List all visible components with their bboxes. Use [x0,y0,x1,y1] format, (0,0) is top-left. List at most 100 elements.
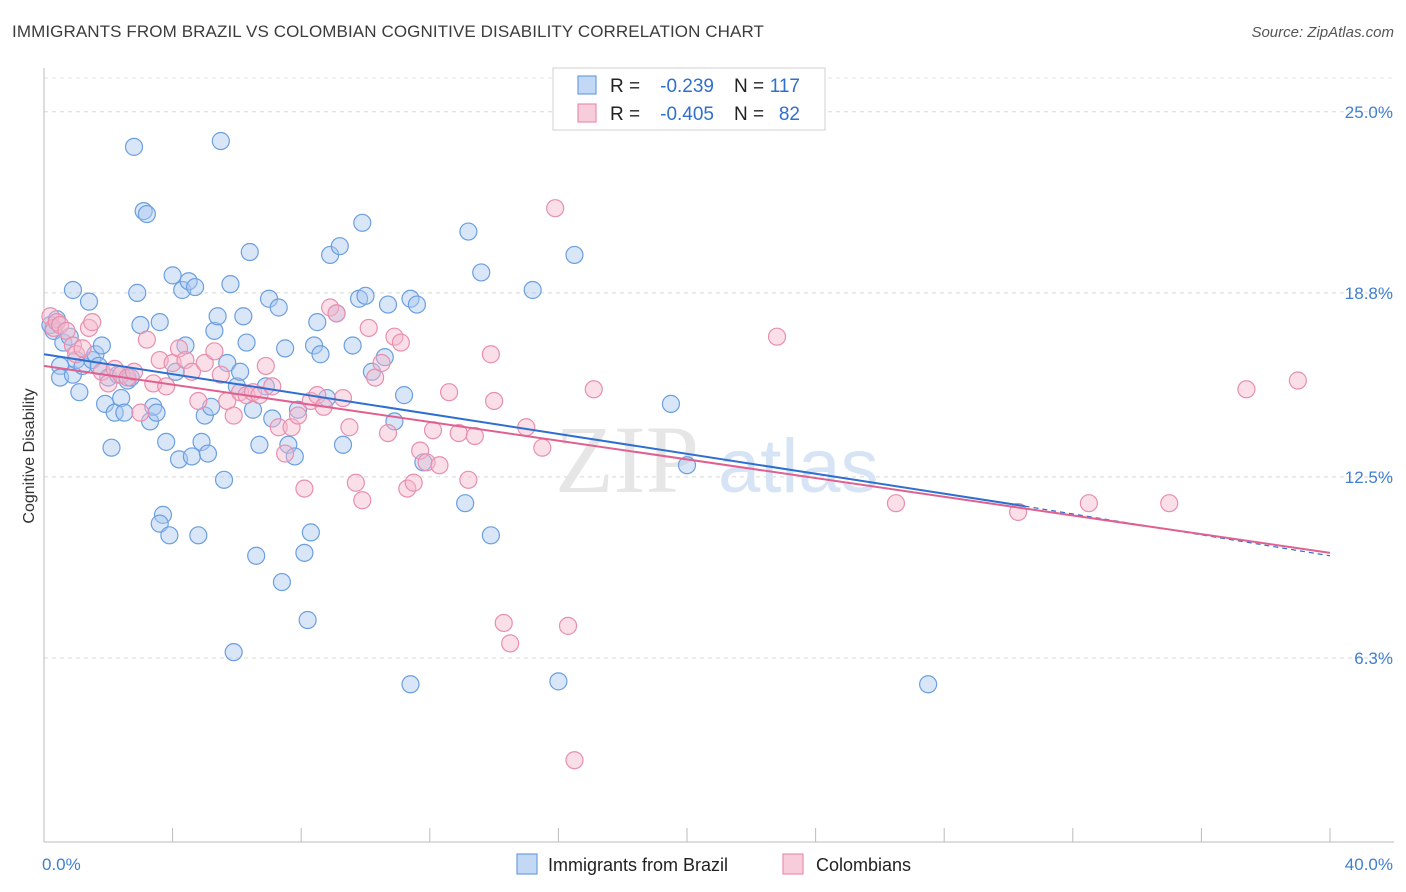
data-point [372,353,391,373]
data-point [115,403,134,422]
data-point [192,432,211,451]
data-point [501,634,520,653]
data-point [1079,494,1098,513]
data-point [157,432,176,451]
data-point [1237,380,1256,399]
data-point [150,313,169,332]
data-point [288,400,308,419]
data-point [456,494,475,513]
data-point [359,318,378,338]
data-point [131,403,150,422]
data-point [394,386,414,405]
data-point [295,479,314,498]
data-point [295,543,314,562]
stats-legend: R = -0.239 N = 117 R = -0.405 N = 82 [552,67,826,131]
data-point [157,377,176,396]
data-point [186,277,205,297]
trend-line-brazil [43,353,1025,508]
data-point [176,350,195,370]
data-point [205,342,224,361]
data-point [404,473,423,492]
trend-lines [43,353,1331,557]
data-point [70,383,89,402]
series-legend-label: Immigrants from Brazil [548,855,728,875]
watermark: ZIP atlas [555,406,879,513]
data-point [263,377,282,396]
data-point [182,447,201,466]
data-point [391,333,410,352]
data-point [112,388,131,408]
data-point [549,672,568,691]
data-point [256,356,275,376]
y-tick-label: 18.8% [1345,284,1393,303]
y-tick-label: 25.0% [1345,103,1393,122]
legend-r-label: R = [610,76,640,97]
y-axis-label: Cognitive Disability [21,388,38,523]
data-point [198,444,218,463]
data-point [494,613,513,633]
data-point [237,333,256,352]
data-point [378,423,398,443]
data-point [137,204,156,224]
data-point [886,494,906,513]
data-point [169,339,189,358]
data-point [247,546,266,565]
data-point [79,292,99,311]
data-point [128,283,147,302]
data-point [73,339,92,358]
data-point [401,675,420,694]
legend-box [552,67,826,131]
data-point [407,295,427,314]
data-point [565,751,584,770]
data-point [250,435,269,454]
legend-swatch [577,75,597,95]
data-point [333,388,353,408]
data-point [353,491,372,510]
data-point [308,313,327,332]
data-point [375,348,394,367]
data-point [353,213,372,232]
data-point [276,339,295,358]
data-point [378,295,398,314]
data-point [163,266,182,285]
data-point [330,237,349,256]
data-point [343,336,362,355]
legend-n-label: N = [734,104,764,125]
data-point [533,438,552,457]
data-point [333,435,353,454]
legend-n-label: N = [734,76,764,97]
x-tick-label: 40.0% [1345,855,1393,874]
data-point [1288,371,1307,390]
series-legend: Immigrants from Brazil Colombians [516,853,911,875]
data-point [240,242,259,262]
axes: 25.0% 18.8% 12.5% 6.3% 0.0% 40.0% Cognitive Di… [21,68,1394,874]
watermark-zip: ZIP [555,406,699,513]
data-point [465,426,484,446]
data-point [221,275,240,294]
data-point [546,199,565,218]
data-point [150,514,169,533]
legend-r-value: -0.405 [660,104,714,125]
data-point [1160,494,1179,513]
data-point [272,572,292,592]
scatter-points [41,131,1307,770]
data-point [218,353,237,373]
data-point [205,321,224,340]
series-legend-swatch [516,853,538,875]
series-legend-swatch [782,853,804,875]
data-point [211,131,230,151]
data-point [565,245,584,265]
data-point [430,456,449,475]
x-tick-label: 0.0% [42,855,81,874]
data-point [459,222,478,241]
legend-n-value: 117 [770,76,800,97]
data-point [439,383,459,402]
data-point [189,526,208,545]
legend-r-value: -0.239 [660,76,714,97]
data-point [661,394,681,413]
data-point [124,137,144,156]
data-point [346,473,365,492]
data-point [134,202,153,221]
data-point [523,280,542,300]
